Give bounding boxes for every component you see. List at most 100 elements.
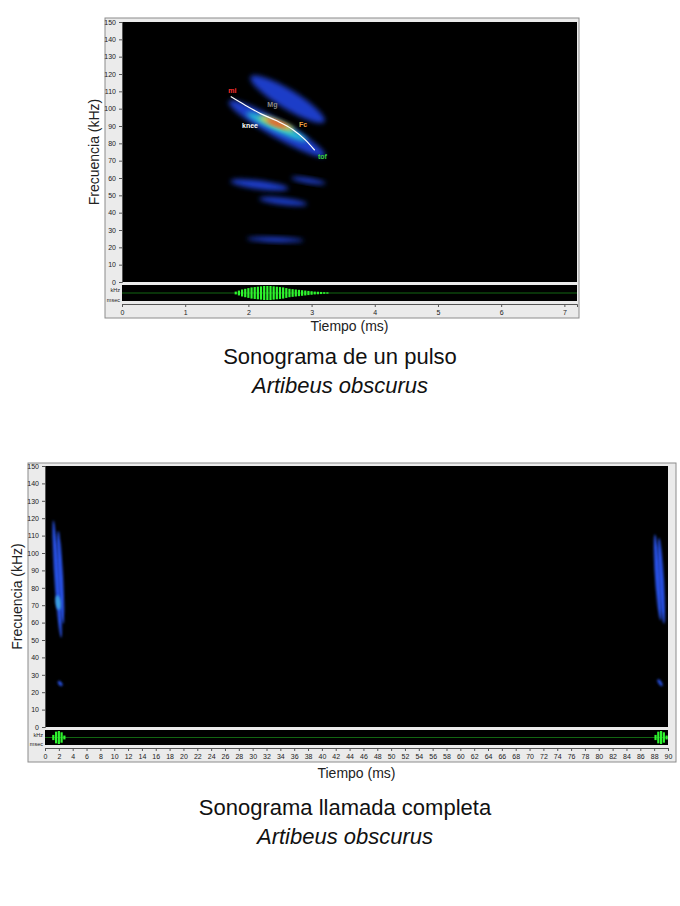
x-tick: 0	[44, 748, 48, 760]
x-tick-label: 50	[388, 753, 396, 760]
x-tick-label: 4	[373, 309, 377, 316]
y-tick-mark	[42, 518, 45, 519]
y-tick-mark	[42, 570, 45, 571]
y-tick-label: 80	[108, 140, 116, 147]
x-tick-mark	[156, 748, 157, 751]
x-tick-mark	[626, 748, 627, 751]
y-tick: 60	[31, 619, 45, 626]
waveform-envelope	[241, 290, 243, 297]
x-tick-mark	[122, 304, 123, 307]
y-tick-mark	[42, 605, 45, 606]
y-tick: 150	[104, 19, 122, 26]
x-tick-mark	[197, 748, 198, 751]
waveform-baseline	[45, 737, 668, 738]
x-tick-mark	[438, 304, 439, 307]
y-tick-mark	[119, 213, 122, 214]
y-tick: 30	[108, 227, 122, 234]
x-tick: 24	[208, 748, 216, 760]
x-tick: 56	[429, 748, 437, 760]
x-tick-mark	[460, 748, 461, 751]
x-tick-mark	[73, 748, 74, 751]
waveform-envelope	[55, 732, 57, 744]
x-tick: 18	[166, 748, 174, 760]
y-tick-mark	[119, 282, 122, 283]
y-tick-label: 30	[31, 672, 39, 679]
x-tick-label: 74	[554, 753, 562, 760]
y-tick: 90	[31, 567, 45, 574]
x-tick-mark	[100, 748, 101, 751]
waveform-envelope	[238, 291, 240, 296]
x-tick: 62	[471, 748, 479, 760]
x-tick-label: 68	[512, 753, 520, 760]
waveform-envelope	[269, 286, 271, 300]
x-tick-label: 18	[166, 753, 174, 760]
y-tick: 120	[104, 71, 122, 78]
y-tick-mark	[119, 265, 122, 266]
y-tick-label: 10	[108, 261, 116, 268]
x-tick-mark	[185, 304, 186, 307]
y-tick: 90	[108, 123, 122, 130]
y-tick: 70	[108, 157, 122, 164]
y-tick-label: 100	[27, 550, 39, 557]
y-tick-label: 110	[105, 88, 116, 95]
caption-species: Artibeus obscurus	[250, 373, 428, 398]
x-tick: 82	[609, 748, 617, 760]
x-tick: 64	[485, 748, 493, 760]
x-tick: 34	[277, 748, 285, 760]
x-tick-label: 0	[44, 753, 48, 760]
x-tick-label: 2	[247, 309, 251, 316]
y-tick-mark	[119, 195, 122, 196]
y-tick-mark	[119, 57, 122, 58]
x-tick-label: 32	[263, 753, 271, 760]
waveform-envelope	[285, 288, 287, 298]
y-tick-mark	[119, 143, 122, 144]
y-tick-label: 120	[104, 71, 116, 78]
x-axis: 0246810121416182022242628303234363840424…	[44, 748, 673, 760]
y-axis-line	[119, 23, 123, 283]
x-tick-label: 1	[184, 309, 188, 316]
annotation: Fc	[299, 121, 307, 128]
x-tick-label: 84	[623, 753, 631, 760]
x-tick-mark	[501, 304, 502, 307]
x-tick-label: 78	[582, 753, 590, 760]
waveform-envelope	[654, 735, 656, 740]
x-tick-mark	[585, 748, 586, 751]
x-tick-mark	[336, 748, 337, 751]
x-tick-mark	[599, 748, 600, 751]
x-tick: 50	[388, 748, 396, 760]
y-tick-mark	[119, 126, 122, 127]
y-tick: 50	[31, 637, 45, 644]
y-tick: 40	[31, 654, 45, 661]
x-tick: 12	[125, 748, 133, 760]
page: miMgkneeFctof010203040506070809010011012…	[0, 0, 680, 906]
x-tick-label: 66	[498, 753, 506, 760]
x-tick: 90	[665, 748, 673, 760]
y-tick-label: 50	[108, 192, 116, 199]
x-tick-mark	[239, 748, 240, 751]
y-tick: 110	[105, 88, 122, 95]
y-tick: 150	[27, 463, 45, 470]
y-tick-mark	[42, 501, 45, 502]
x-tick-label: 86	[637, 753, 645, 760]
waveform-envelope	[52, 735, 54, 740]
spectral-component	[258, 113, 295, 133]
x-tick: 48	[374, 748, 382, 760]
y-tick-label: 30	[108, 227, 116, 234]
spectral-component	[247, 236, 303, 243]
x-tick-mark	[211, 748, 212, 751]
x-tick: 70	[526, 748, 534, 760]
waveform-envelope	[257, 287, 259, 300]
x-tick: 42	[332, 748, 340, 760]
x-tick-label: 3	[310, 309, 314, 316]
x-tick-label: 48	[374, 753, 382, 760]
waveform-envelope	[663, 732, 665, 742]
y-tick-label: 70	[108, 157, 116, 164]
waveform-background	[45, 730, 668, 745]
x-tick-mark	[502, 748, 503, 751]
x-tick: 32	[263, 748, 271, 760]
y-tick-mark	[42, 727, 45, 728]
x-tick: 66	[498, 748, 506, 760]
y-tick-label: 90	[31, 567, 39, 574]
x-tick-label: 5	[437, 309, 441, 316]
x-tick: 80	[595, 748, 603, 760]
